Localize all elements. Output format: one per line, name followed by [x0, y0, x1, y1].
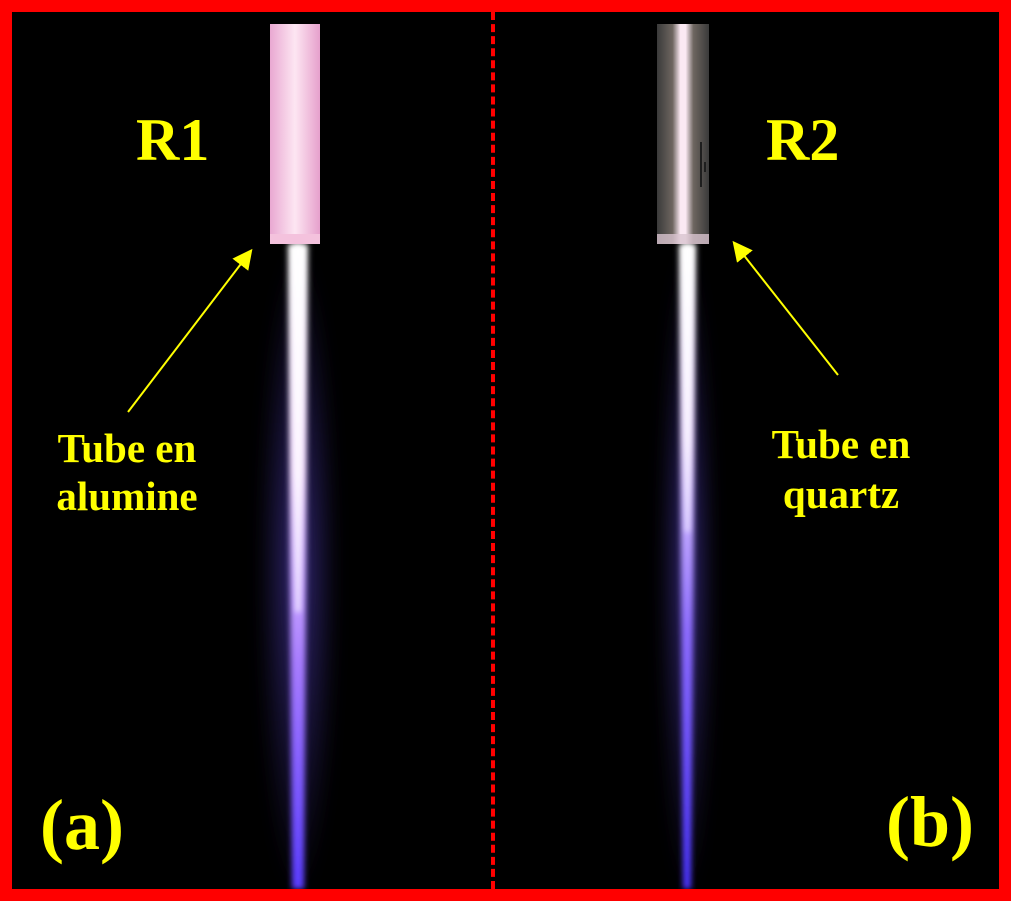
alumina-tube	[270, 24, 320, 244]
tube-label-quartz-line2: quartz	[782, 471, 900, 517]
jet-r2	[659, 242, 715, 889]
panel-label-a: (a)	[40, 785, 124, 865]
panel-b: R2 Tube en quartz (b)	[494, 12, 999, 889]
arrow-to-quartz-tube	[732, 240, 839, 376]
tube-label-alumina-line2: alumine	[56, 473, 198, 519]
panel-label-b: (b)	[886, 782, 974, 862]
panel-divider	[491, 12, 495, 889]
plasma-jets-graphic	[127, 24, 839, 889]
tube-label-alumina-line1: Tube en	[57, 425, 197, 471]
arrow-to-alumina-tube	[127, 248, 253, 413]
panel-a: R1 Tube en alumine (a)	[12, 12, 493, 889]
reactor-label-r1: R1	[136, 107, 210, 173]
jet-r1	[258, 242, 338, 889]
reactor-label-r2: R2	[766, 107, 840, 173]
quartz-tube	[657, 24, 709, 244]
tube-label-quartz-line1: Tube en	[771, 421, 911, 467]
